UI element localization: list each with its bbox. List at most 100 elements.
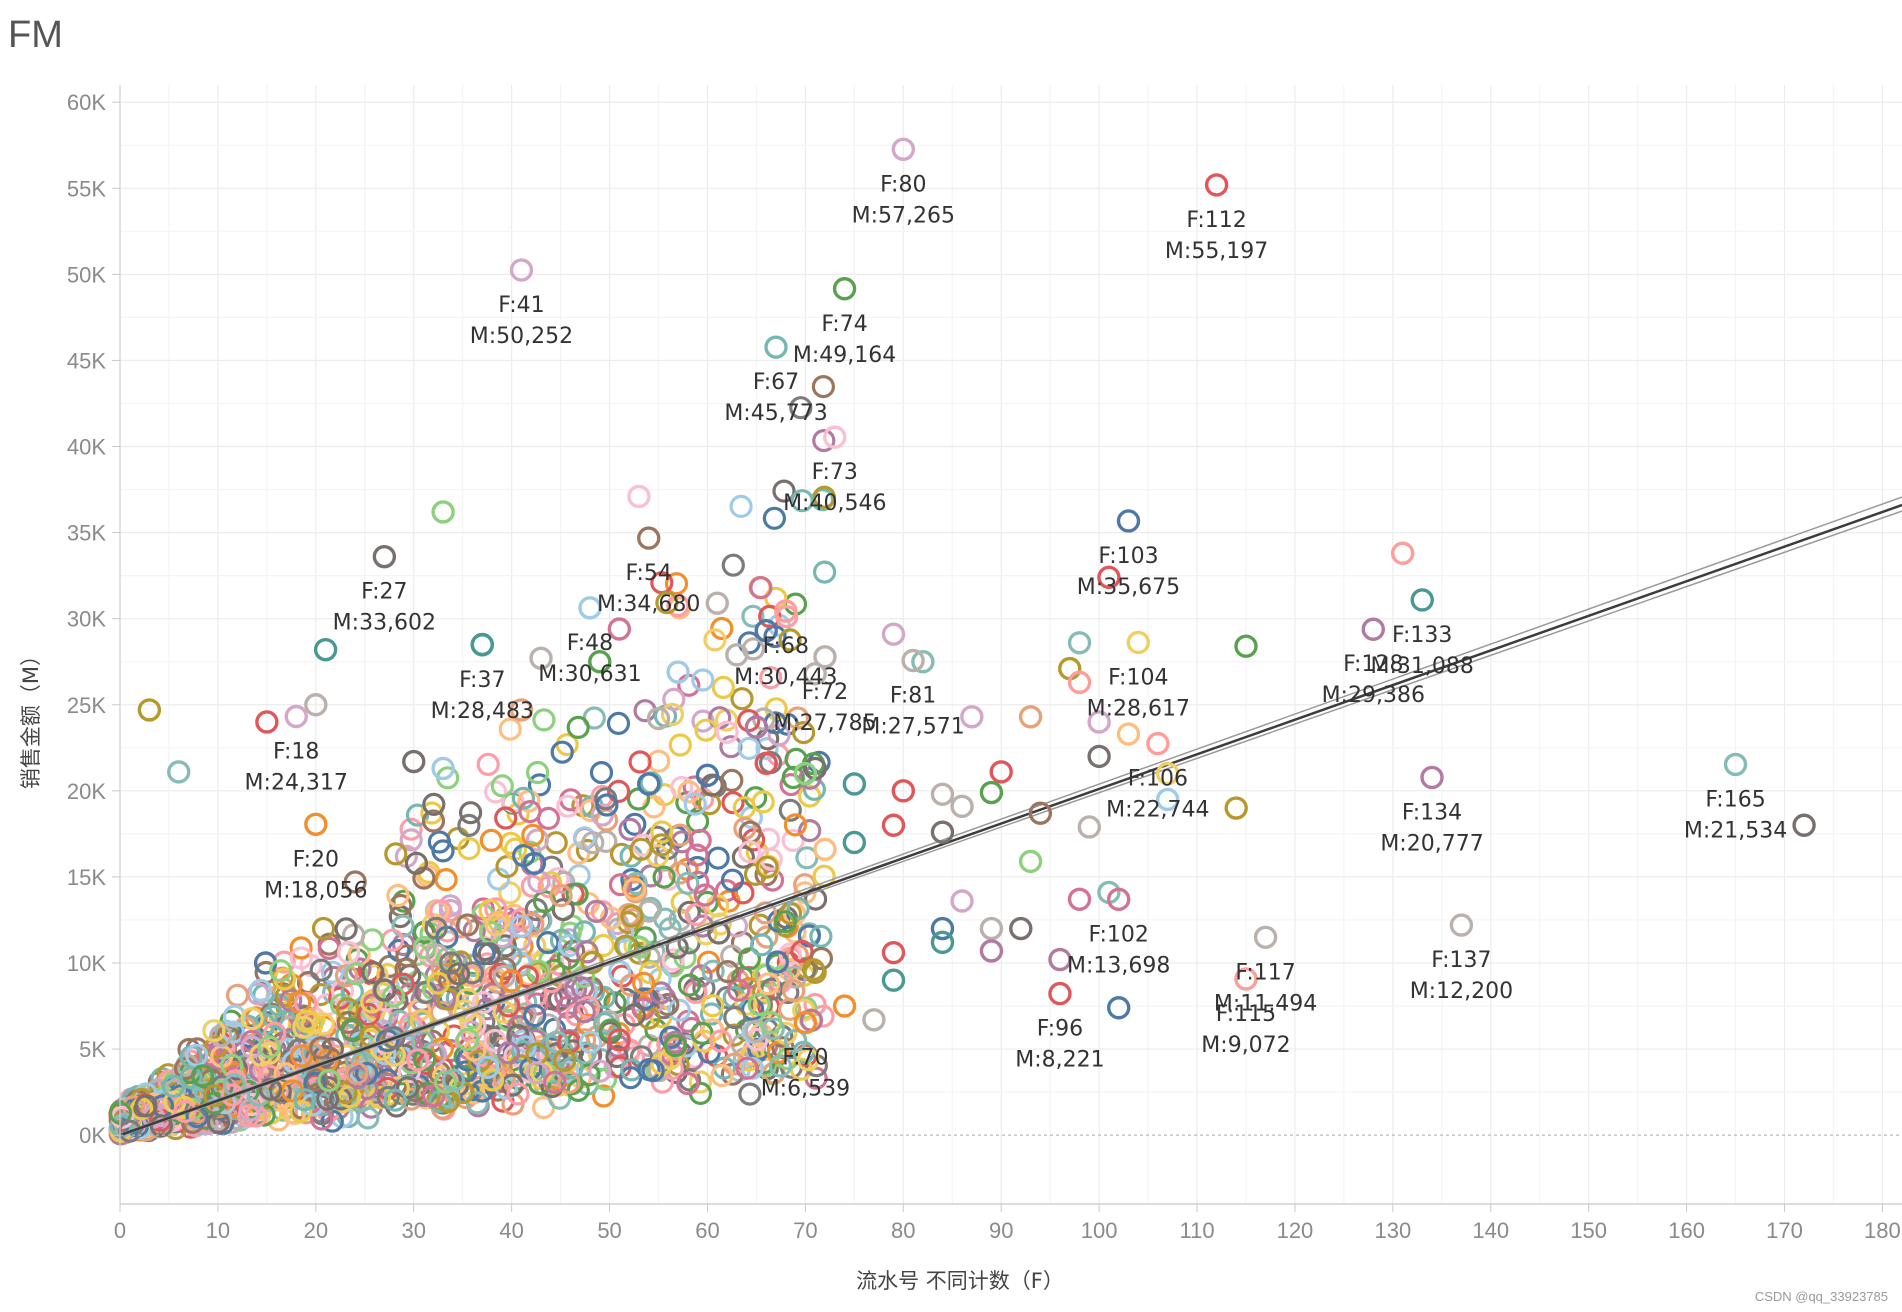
scatter-point	[392, 889, 416, 913]
scatter-point	[622, 877, 647, 901]
scatter-point	[789, 396, 813, 420]
annotated-point	[1146, 731, 1170, 756]
outlier-point	[1018, 849, 1043, 874]
annotated-point	[304, 812, 328, 836]
y-tick-label: 35K	[67, 521, 106, 546]
point-label-m: M:40,546	[783, 491, 886, 516]
scatter-point	[551, 897, 575, 922]
scatter-point	[566, 715, 590, 740]
annotated-point	[372, 544, 397, 569]
point-label-m: M:57,265	[852, 203, 955, 228]
scatter-point	[578, 1030, 603, 1054]
scatter-point	[509, 914, 533, 938]
scatter-point	[490, 924, 514, 949]
scatter-point	[460, 961, 485, 985]
y-tick-label: 40K	[67, 435, 106, 460]
point-label-m: M:27,785	[773, 711, 876, 736]
x-tick-label: 50	[597, 1218, 621, 1243]
outlier-point	[304, 693, 328, 717]
x-tick-label: 60	[695, 1218, 719, 1243]
scatter-point	[812, 485, 836, 509]
scatter-point	[801, 958, 826, 982]
scatter-point	[441, 1068, 466, 1092]
scatter-point	[688, 828, 712, 853]
point-label-m: M:33,602	[333, 611, 436, 636]
scatter-point	[688, 1070, 713, 1094]
scatter-point	[703, 628, 727, 652]
scatter-point	[293, 1088, 317, 1112]
scatter-point	[258, 1077, 283, 1101]
outlier-point	[1067, 670, 1092, 695]
x-tick-label: 150	[1570, 1218, 1607, 1243]
scatter-point	[202, 1019, 226, 1043]
point-labels: F:80 M:57,265 F:112 M:55,197 F:41 M:50,252 F:7…	[245, 172, 1788, 1101]
scatter-point	[731, 845, 756, 869]
trend-line	[119, 496, 1902, 1137]
annotated-point	[1126, 630, 1150, 655]
scatter-point	[762, 506, 787, 530]
scatter-point	[518, 799, 542, 824]
y-tick-label: 30K	[67, 607, 106, 632]
y-tick-label: 5K	[79, 1037, 106, 1062]
scatter-point	[442, 1024, 466, 1048]
scatter-point	[737, 947, 762, 971]
outlier-point	[891, 779, 915, 803]
scatter-point	[623, 812, 647, 836]
point-label-f: F:103	[1098, 544, 1158, 569]
scatter-point	[684, 902, 708, 927]
scatter-point	[477, 942, 501, 966]
x-tick-label: 120	[1277, 1218, 1314, 1243]
outlier-point	[803, 662, 827, 686]
point-label-f: F:73	[812, 460, 858, 485]
outlier-point	[431, 500, 455, 524]
scatter-point	[552, 870, 576, 895]
trend-line-main	[119, 503, 1902, 1137]
scatter-point	[796, 1048, 820, 1072]
scatter-point	[413, 935, 437, 960]
scatter-point	[396, 1076, 420, 1100]
scatter-point	[686, 870, 710, 894]
point-label-m: M:13,698	[1067, 953, 1170, 978]
x-tick-label: 160	[1668, 1218, 1705, 1243]
scatter-point	[793, 873, 817, 897]
outlier-point	[1067, 887, 1092, 911]
outlier-point	[666, 660, 690, 684]
trend-band-upper	[119, 496, 1902, 1135]
outlier-point	[979, 780, 1004, 805]
outlier-point	[793, 761, 818, 786]
outlier-point	[1087, 710, 1111, 734]
outlier-point	[881, 940, 906, 965]
scatter-point	[664, 572, 689, 596]
scatter-point	[565, 882, 589, 906]
scatter-point	[185, 1043, 209, 1067]
scatter-point	[455, 913, 480, 937]
scatter-point	[459, 801, 483, 825]
scatter-point	[311, 916, 336, 941]
scatter-point	[498, 881, 522, 905]
scatter-point	[584, 899, 609, 924]
outlier-point	[588, 650, 612, 674]
scatter-point	[550, 740, 574, 764]
outlier-point	[1028, 801, 1053, 825]
scatter-point	[605, 1044, 629, 1069]
y-tick-label: 55K	[67, 176, 106, 201]
scatter-point	[357, 1002, 381, 1027]
outlier-point	[167, 760, 191, 784]
scatter-point	[344, 962, 368, 986]
scatter-point	[421, 912, 445, 937]
scatter-point	[309, 958, 333, 982]
point-label-f: F:115	[1216, 1002, 1276, 1027]
outlier-point	[950, 889, 974, 913]
scatter-point	[525, 1061, 549, 1085]
y-tick-label: 45K	[67, 348, 106, 373]
scatter-point	[618, 817, 642, 842]
scatter-point	[525, 828, 550, 852]
scatter-point	[309, 1036, 333, 1060]
scatter-point	[373, 978, 397, 1002]
outlier-point	[607, 617, 632, 641]
scatter-point	[337, 940, 361, 965]
scatter-point	[329, 1087, 353, 1111]
point-label-f: F:48	[567, 631, 613, 656]
point-label-f: F:54	[626, 561, 672, 586]
scatter-point	[557, 1070, 581, 1095]
